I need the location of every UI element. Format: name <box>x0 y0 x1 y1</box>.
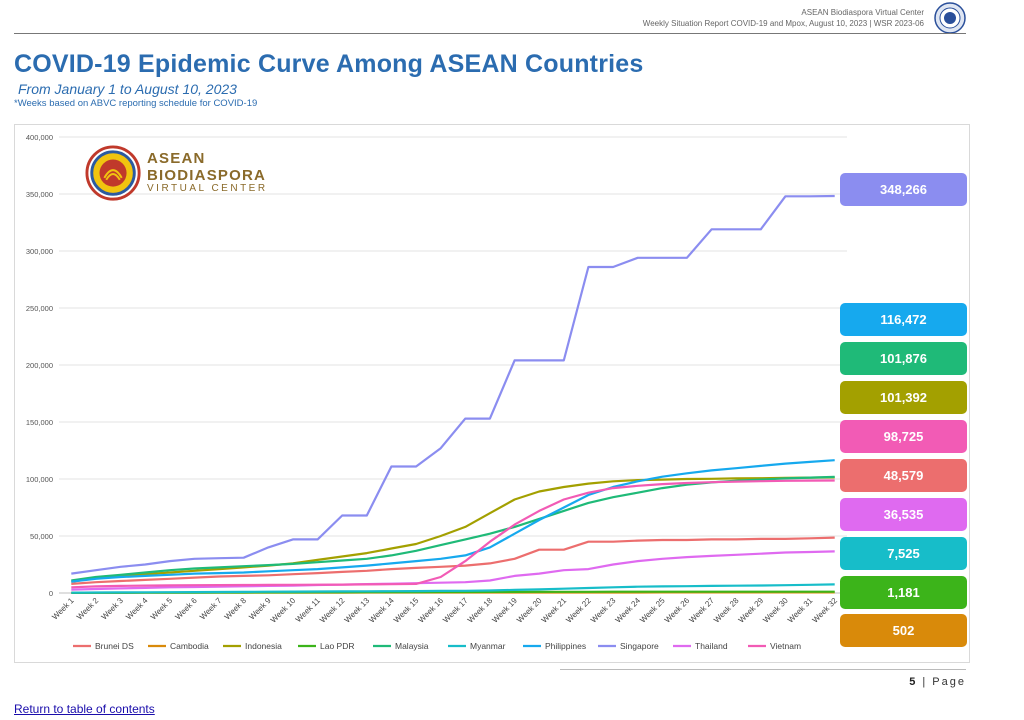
footer-divider <box>560 669 966 670</box>
latest-value-badge: 1,181 <box>840 576 967 609</box>
logo-line-3: VIRTUAL CENTER <box>147 183 268 194</box>
page-word: Page <box>932 676 966 688</box>
x-tick-label: Week 17 <box>441 596 470 625</box>
x-tick-label: Week 1 <box>50 596 76 622</box>
y-tick-label: 250,000 <box>26 304 53 313</box>
x-tick-label: Week 31 <box>786 596 815 625</box>
x-tick-label: Week 11 <box>294 596 323 625</box>
x-tick-label: Week 32 <box>811 596 840 625</box>
y-tick-label: 150,000 <box>26 418 53 427</box>
x-tick-label: Week 6 <box>173 596 199 622</box>
series-line-indonesia <box>71 476 835 583</box>
y-tick-label: 350,000 <box>26 190 53 199</box>
series-line-thailand <box>71 550 835 591</box>
x-tick-label: Week 21 <box>540 596 569 625</box>
header-report-name: Weekly Situation Report COVID-19 and Mpo… <box>642 19 924 28</box>
x-tick-label: Week 12 <box>318 596 347 625</box>
x-tick-label: Week 28 <box>712 596 741 625</box>
latest-value-badge: 48,579 <box>840 459 967 492</box>
x-tick-label: Week 25 <box>638 596 667 625</box>
x-tick-label: Week 2 <box>75 596 101 622</box>
logo-line-1: ASEAN <box>147 150 206 167</box>
x-tick-label: Week 24 <box>614 596 643 625</box>
x-tick-label: Week 4 <box>124 596 150 622</box>
logo-wordmark: ASEAN BIODIASPORA <box>147 150 266 184</box>
y-tick-label: 200,000 <box>26 361 53 370</box>
x-tick-label: Week 30 <box>761 596 790 625</box>
legend-label: Philippines <box>545 641 586 651</box>
latest-value-badge: 116,472 <box>840 303 967 336</box>
page-title: COVID-19 Epidemic Curve Among ASEAN Coun… <box>14 50 644 78</box>
y-tick-label: 0 <box>49 589 53 598</box>
x-tick-label: Week 8 <box>223 596 249 622</box>
x-tick-label: Week 23 <box>589 596 618 625</box>
legend-label: Vietnam <box>770 641 801 651</box>
latest-value-badge: 348,266 <box>840 173 967 206</box>
latest-value-badge: 7,525 <box>840 537 967 570</box>
latest-value-badge: 101,876 <box>840 342 967 375</box>
x-tick-label: Week 29 <box>737 596 766 625</box>
legend-label: Indonesia <box>245 641 282 651</box>
abvc-logo-icon <box>85 145 141 201</box>
legend-label: Singapore <box>620 641 659 651</box>
x-tick-label: Week 18 <box>466 596 495 625</box>
x-tick-label: Week 13 <box>343 596 372 625</box>
legend-label: Malaysia <box>395 641 429 651</box>
legend-label: Myanmar <box>470 641 506 651</box>
x-tick-label: Week 27 <box>687 596 716 625</box>
legend-label: Thailand <box>695 641 728 651</box>
page-number-value: 5 <box>909 676 918 688</box>
series-line-myanmar <box>71 583 835 594</box>
x-tick-label: Week 26 <box>663 596 692 625</box>
x-tick-label: Week 10 <box>269 596 298 625</box>
series-line-vietnam <box>71 479 835 589</box>
header-org-name: ASEAN Biodiaspora Virtual Center <box>801 8 924 17</box>
asean-seal-icon <box>934 2 966 34</box>
series-line-philippines <box>71 459 835 583</box>
series-line-singapore <box>71 194 835 575</box>
x-tick-label: Week 3 <box>100 596 126 622</box>
latest-value-badge: 36,535 <box>840 498 967 531</box>
x-tick-label: Week 15 <box>392 596 421 625</box>
y-tick-label: 400,000 <box>26 133 53 142</box>
legend-label: Cambodia <box>170 641 209 651</box>
chart-container: 0 50,000 100,000 150,000 200,000 250,000 300,0… <box>14 124 970 663</box>
return-to-toc-link[interactable]: Return to table of contents <box>14 702 155 716</box>
report-header: ASEAN Biodiaspora Virtual Center Weekly … <box>643 7 924 29</box>
epidemic-curve-chart: 0 50,000 100,000 150,000 200,000 250,000 300,0… <box>26 133 847 651</box>
weeks-note: *Weeks based on ABVC reporting schedule … <box>14 98 258 109</box>
header-divider <box>14 33 966 34</box>
y-tick-label: 100,000 <box>26 475 53 484</box>
legend-label: Lao PDR <box>320 641 355 651</box>
latest-value-badge: 502 <box>840 614 967 647</box>
logo-line-2: BIODIASPORA <box>147 167 267 184</box>
page-number: 5 | Page <box>909 676 966 688</box>
legend-label: Brunei DS <box>95 641 134 651</box>
x-tick-label: Week 22 <box>564 596 593 625</box>
x-tick-label: Week 14 <box>367 596 396 625</box>
y-tick-label: 300,000 <box>26 247 53 256</box>
x-tick-label: Week 7 <box>198 596 224 622</box>
series-line-malaysia <box>71 475 835 582</box>
x-tick-label: Week 5 <box>149 596 175 622</box>
x-tick-label: Week 16 <box>417 596 446 625</box>
page-subtitle: From January 1 to August 10, 2023 <box>18 81 237 97</box>
latest-value-badge: 101,392 <box>840 381 967 414</box>
latest-value-badge: 98,725 <box>840 420 967 453</box>
series-line-brunei-ds <box>71 536 835 585</box>
x-tick-label: Week 19 <box>490 596 519 625</box>
y-tick-label: 50,000 <box>30 532 53 541</box>
x-tick-label: Week 20 <box>515 596 544 625</box>
